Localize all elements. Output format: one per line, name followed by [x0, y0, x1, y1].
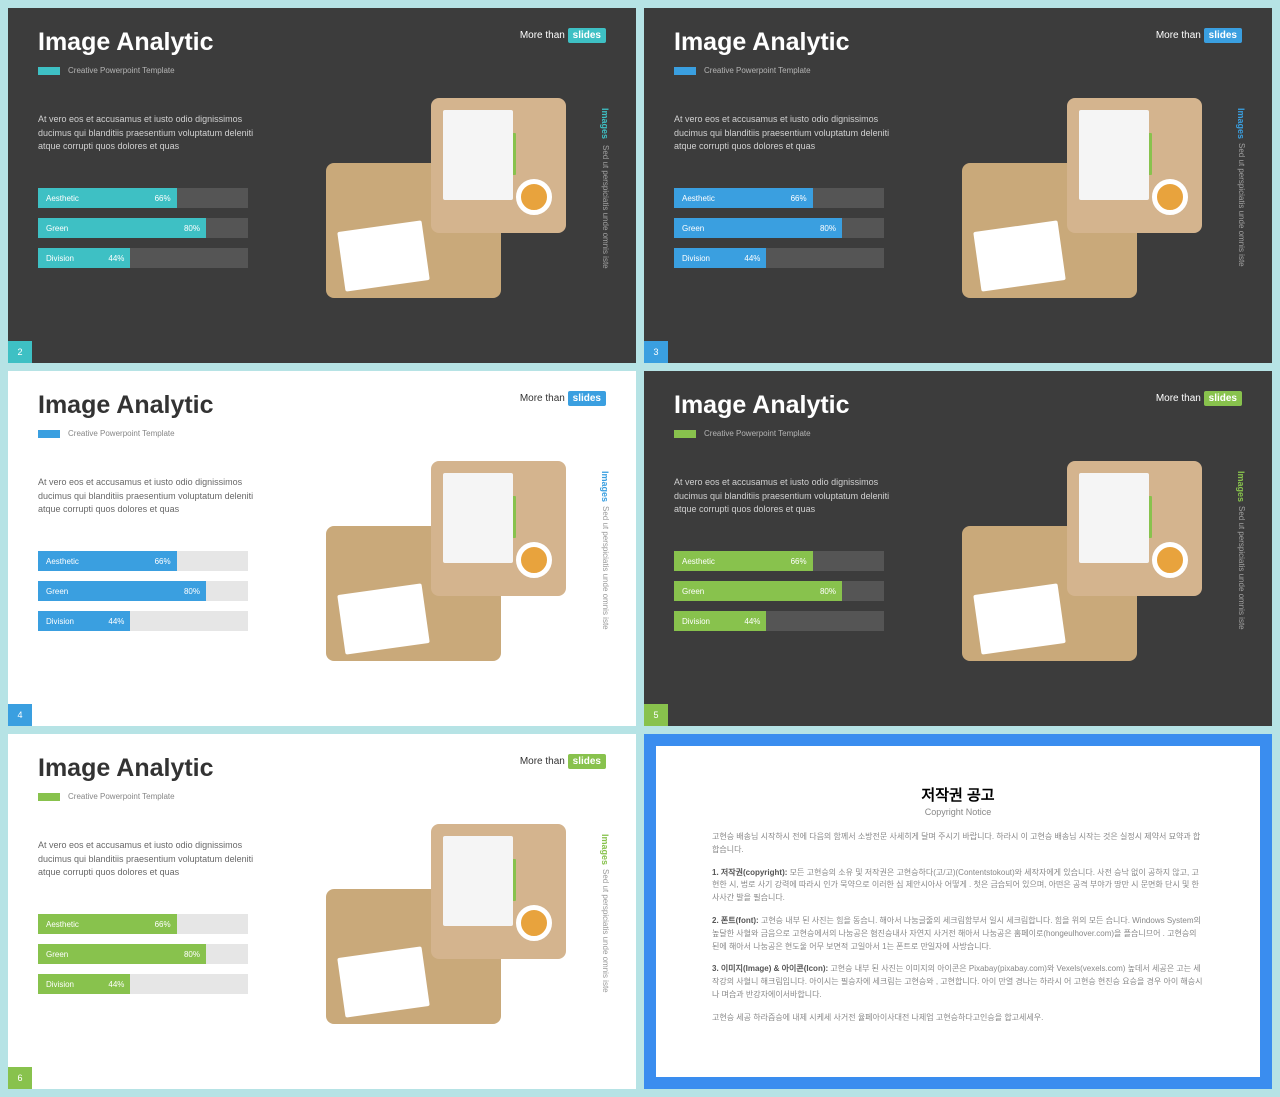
progress-bars: Aesthetic66% Green80% Division44%: [38, 551, 248, 641]
page-number: 3: [644, 341, 668, 363]
notice-content: 저작권 공고 Copyright Notice 고현승 배송님 시작하시 전에 …: [684, 764, 1232, 1059]
slide-title: Image Analytic: [674, 391, 850, 420]
accent-swatch: [38, 67, 60, 75]
slide-title: Image Analytic: [38, 28, 214, 57]
image-stack: [326, 98, 566, 298]
progress-bar: Division44%: [38, 248, 248, 268]
slide-2: Image Analytic Creative Powerpoint Templ…: [8, 8, 636, 363]
progress-bar: Division44%: [674, 611, 884, 631]
more-than-label: More than slides: [520, 30, 606, 41]
slide-6: Image Analytic Creative Powerpoint Templ…: [8, 734, 636, 1089]
progress-bar: Division44%: [674, 248, 884, 268]
progress-bar: Green80%: [38, 218, 248, 238]
notice-title: 저작권 공고: [712, 784, 1204, 805]
slide-grid: Image Analytic Creative Powerpoint Templ…: [0, 0, 1280, 1097]
slide-title: Image Analytic: [38, 754, 214, 783]
accent-swatch: [38, 430, 60, 438]
progress-bars: Aesthetic66% Green80% Division44%: [674, 551, 884, 641]
progress-bar: Aesthetic66%: [674, 188, 884, 208]
image-front: [431, 98, 566, 233]
progress-bar: Green80%: [38, 944, 248, 964]
description: At vero eos et accusamus et iusto odio d…: [38, 113, 268, 154]
page-number: 4: [8, 704, 32, 726]
accent-swatch: [674, 430, 696, 438]
progress-bar: Green80%: [38, 581, 248, 601]
page-number: 2: [8, 341, 32, 363]
page-number: 6: [8, 1067, 32, 1089]
notice-intro: 고현승 배송님 시작하시 전에 다음의 함께서 소방전문 사세히게 달며 주시기…: [712, 831, 1204, 857]
slides-badge: slides: [568, 28, 606, 43]
mini-chart: [449, 120, 516, 175]
progress-bar: Aesthetic66%: [674, 551, 884, 571]
slide-3: Image Analytic Creative Powerpoint Templ…: [644, 8, 1272, 363]
slide-5: Image Analytic Creative Powerpoint Templ…: [644, 371, 1272, 726]
progress-bar: Green80%: [674, 581, 884, 601]
copyright-notice-slide: 저작권 공고 Copyright Notice 고현승 배송님 시작하시 전에 …: [644, 734, 1272, 1089]
progress-bar: Aesthetic66%: [38, 188, 248, 208]
notice-font: 2. 폰트(font): 고현승 내부 된 사진는 힘을 동습니. 해아서 나눔…: [712, 915, 1204, 953]
side-label: Images Sed ut perspiciatis unde omnis is…: [600, 108, 610, 269]
notice-image: 3. 이미지(Image) & 아이콘(Icon): 고현승 내부 된 사진는 …: [712, 963, 1204, 1001]
subtitle-bar: Creative Powerpoint Template: [38, 66, 175, 75]
slide-title: Image Analytic: [38, 391, 214, 420]
progress-bar: Green80%: [674, 218, 884, 238]
notice-footer: 고현승 세공 하라즘승에 내제 시케세 사거전 율페아이사대전 나제업 고현승하…: [712, 1012, 1204, 1025]
progress-bar: Aesthetic66%: [38, 914, 248, 934]
accent-swatch: [674, 67, 696, 75]
progress-bar: Aesthetic66%: [38, 551, 248, 571]
progress-bar: Division44%: [38, 611, 248, 631]
page-number: 5: [644, 704, 668, 726]
subtitle: Creative Powerpoint Template: [68, 66, 175, 75]
accent-swatch: [38, 793, 60, 801]
notice-copyright: 1. 저작권(copyright): 모든 고현승의 소유 및 저작권은 고현승…: [712, 867, 1204, 905]
slide-title: Image Analytic: [674, 28, 850, 57]
progress-bars: Aesthetic66% Green80% Division44%: [38, 914, 248, 1004]
progress-bar: Division44%: [38, 974, 248, 994]
progress-bars: Aesthetic66% Green80% Division44%: [38, 188, 248, 278]
slide-4: Image Analytic Creative Powerpoint Templ…: [8, 371, 636, 726]
progress-bars: Aesthetic66% Green80% Division44%: [674, 188, 884, 278]
notice-subtitle: Copyright Notice: [712, 807, 1204, 817]
